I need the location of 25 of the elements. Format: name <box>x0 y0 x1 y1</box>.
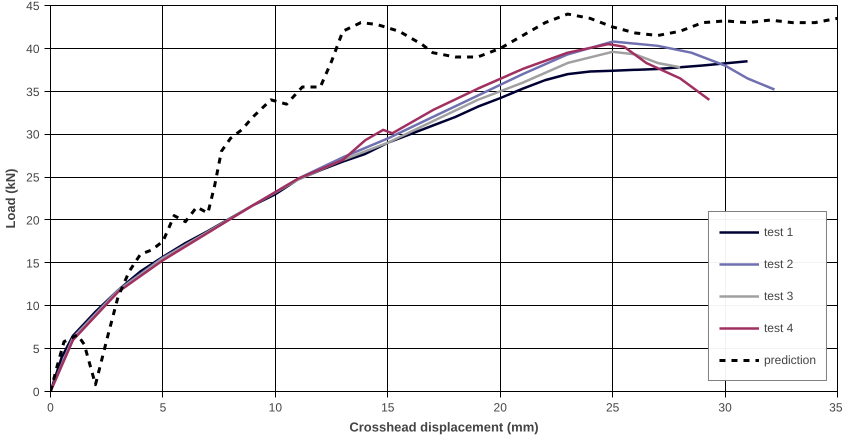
y-tick-label: 45 <box>26 0 40 13</box>
x-tick-label: 30 <box>718 400 732 414</box>
legend-label: test 1 <box>764 225 794 239</box>
y-axis-title: Load (kN) <box>3 168 18 228</box>
legend-label: test 4 <box>764 321 794 335</box>
x-tick-label: 20 <box>494 400 508 414</box>
x-tick-label: 0 <box>47 400 54 414</box>
y-tick-label: 15 <box>26 256 40 270</box>
y-tick-label: 0 <box>32 385 40 399</box>
x-tick-label: 10 <box>268 400 282 414</box>
y-tick-label: 30 <box>26 128 40 142</box>
y-tick-label: 40 <box>26 42 40 56</box>
x-tick-label: 25 <box>606 400 620 414</box>
y-tick-label: 5 <box>32 342 40 356</box>
x-tick-label: 35 <box>829 400 842 414</box>
legend-label: prediction <box>764 353 816 367</box>
x-axis-title: Crosshead displacement (mm) <box>349 420 539 434</box>
legend-label: test 3 <box>764 289 794 303</box>
y-tick-label: 20 <box>26 213 40 228</box>
legend-label: test 2 <box>764 257 794 271</box>
y-tick-label: 35 <box>26 84 40 99</box>
x-tick-label: 15 <box>381 400 395 414</box>
y-tick-label: 25 <box>26 170 40 185</box>
y-tick-label: 10 <box>26 299 40 314</box>
x-tick-label: 5 <box>160 400 167 414</box>
